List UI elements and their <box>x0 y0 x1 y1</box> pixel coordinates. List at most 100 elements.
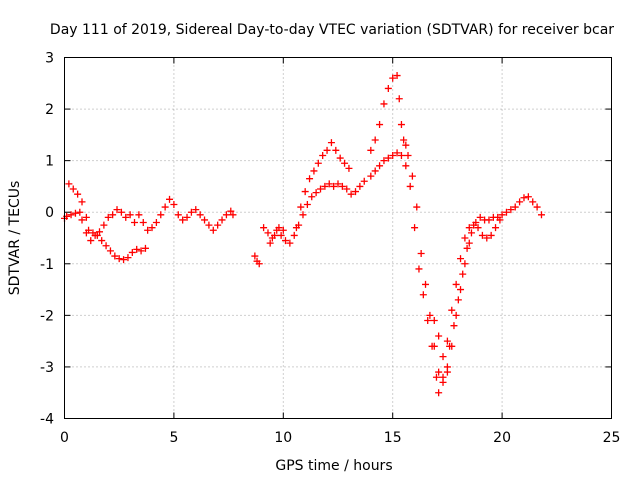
y-tick-label: 1 <box>45 154 54 170</box>
data-point <box>520 194 528 202</box>
data-point <box>139 219 147 227</box>
data-point <box>465 224 473 232</box>
data-point <box>183 213 191 221</box>
data-point <box>201 216 209 224</box>
data-point <box>117 208 125 216</box>
data-point <box>389 151 397 159</box>
series-track-a <box>61 195 237 245</box>
y-axis-label: SDTVAR / TECUs <box>7 181 23 296</box>
data-point <box>327 139 335 147</box>
data-point <box>157 211 165 219</box>
data-point <box>511 203 519 211</box>
data-point <box>474 224 482 232</box>
data-point <box>454 296 462 304</box>
data-point <box>485 216 493 224</box>
data-point <box>419 291 427 299</box>
data-point <box>384 84 392 92</box>
data-point <box>170 200 178 208</box>
data-point <box>271 231 279 239</box>
data-point <box>450 322 458 330</box>
data-point <box>71 209 79 217</box>
y-tick-label: -1 <box>40 257 54 273</box>
data-point <box>448 306 456 314</box>
data-point <box>448 342 456 350</box>
data-point <box>174 211 182 219</box>
data-point <box>435 368 443 376</box>
data-point <box>494 213 502 221</box>
data-point <box>74 190 82 198</box>
data-point <box>367 172 375 180</box>
data-point <box>380 100 388 108</box>
data-point <box>266 239 274 247</box>
data-point <box>152 219 160 227</box>
data-point <box>222 211 230 219</box>
data-points <box>61 72 545 397</box>
data-point <box>321 182 329 190</box>
grid <box>64 57 612 419</box>
y-tick-label: -4 <box>40 412 54 428</box>
data-point <box>319 151 327 159</box>
x-tick-label: 0 <box>60 430 69 446</box>
data-point <box>325 180 333 188</box>
data-point <box>533 203 541 211</box>
data-point <box>292 224 300 232</box>
data-point <box>435 389 443 397</box>
data-point <box>397 151 405 159</box>
data-point <box>529 198 537 206</box>
y-tick-label: 2 <box>45 102 54 118</box>
data-point <box>93 231 101 239</box>
data-point <box>299 211 307 219</box>
data-point <box>128 248 136 256</box>
data-point <box>380 157 388 165</box>
data-point <box>376 121 384 129</box>
data-point <box>286 239 294 247</box>
data-point <box>439 353 447 361</box>
data-point <box>465 239 473 247</box>
y-tick-label: -2 <box>40 308 54 324</box>
data-point <box>345 164 353 172</box>
data-point <box>516 198 524 206</box>
data-point <box>467 229 475 237</box>
data-point <box>106 247 114 255</box>
data-point <box>277 231 285 239</box>
data-point <box>443 337 451 345</box>
data-point <box>303 200 311 208</box>
data-point <box>338 182 346 190</box>
data-point <box>279 226 287 234</box>
data-point <box>402 162 410 170</box>
x-tick-label: 15 <box>384 430 402 446</box>
data-point <box>524 193 532 201</box>
data-point <box>483 234 491 242</box>
data-point <box>400 136 408 144</box>
data-point <box>113 206 121 214</box>
data-point <box>397 121 405 129</box>
data-point <box>430 317 438 325</box>
data-point <box>360 177 368 185</box>
data-point <box>76 208 84 216</box>
data-point <box>463 244 471 252</box>
data-point <box>502 208 510 216</box>
data-point <box>124 254 132 262</box>
data-point <box>205 221 213 229</box>
data-point <box>100 221 108 229</box>
x-tick-label: 20 <box>493 430 511 446</box>
data-point <box>98 237 106 245</box>
data-point <box>192 206 200 214</box>
data-point <box>214 221 222 229</box>
data-point <box>341 159 349 167</box>
data-point <box>347 190 355 198</box>
data-point <box>161 203 169 211</box>
data-point <box>452 311 460 319</box>
data-point <box>415 265 423 273</box>
data-point <box>120 256 128 264</box>
plot-frame <box>64 57 612 419</box>
data-point <box>424 317 432 325</box>
data-point <box>389 74 397 82</box>
data-point <box>323 146 331 154</box>
data-point <box>87 237 95 245</box>
data-point <box>65 180 73 188</box>
data-point <box>275 224 283 232</box>
data-point <box>310 167 318 175</box>
data-point <box>432 373 440 381</box>
